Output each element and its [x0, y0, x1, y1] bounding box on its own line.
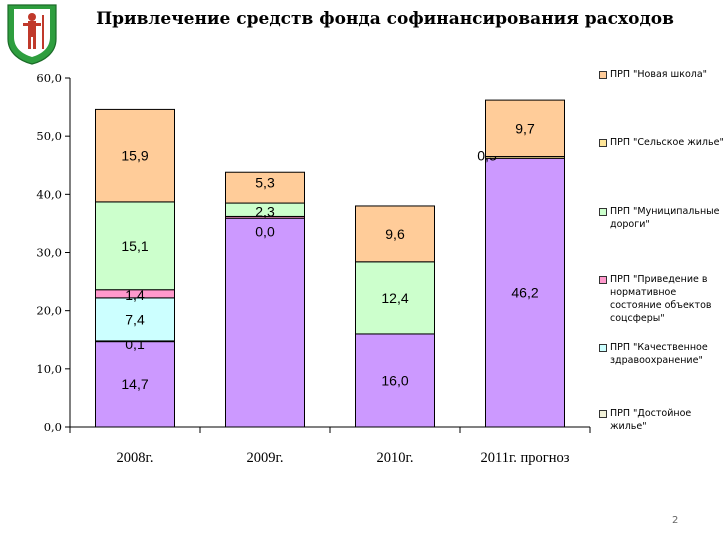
data-label: 9,7 — [515, 120, 535, 136]
y-tick-label: 50,0 — [36, 129, 62, 143]
bar-segment — [355, 205, 435, 263]
x-tick-label: 2011г. прогноз — [481, 450, 570, 466]
x-tick-label: 2010г. — [377, 450, 414, 466]
bar-segment — [95, 108, 175, 203]
legend-label: ПРП "Достойное жилье" — [610, 408, 692, 432]
data-label: 15,9 — [121, 148, 148, 164]
y-tick-label: 60,0 — [36, 71, 62, 85]
legend-label: ПРП "Качественное здравоохранение" — [610, 342, 708, 366]
data-label: 16,0 — [381, 372, 408, 388]
page-number: 2 — [672, 515, 679, 526]
legend-swatch — [599, 208, 607, 216]
bar-segment — [225, 171, 305, 204]
data-label: 7,4 — [125, 311, 145, 327]
x-tick-label: 2009г. — [247, 450, 284, 466]
data-label: 15,1 — [121, 238, 148, 254]
data-label: 1,4 — [125, 287, 145, 303]
legend-item-privedenie-socsfer: ПРП "Приведение в нормативное состояние … — [598, 273, 726, 325]
y-tick-label: 30,0 — [36, 246, 62, 260]
bar-segment — [95, 201, 175, 291]
legend-item-selskoe-zhilie: ПРП "Сельское жилье" — [598, 136, 726, 149]
data-label: 46,2 — [511, 285, 538, 301]
legend-label: ПРП "Приведение в нормативное состояние … — [610, 274, 712, 324]
legend-swatch — [599, 276, 607, 284]
legend-swatch — [599, 410, 607, 418]
legend-swatch — [599, 344, 607, 352]
slide-title: Привлечение средств фонда софинансирован… — [96, 9, 674, 29]
legend-item-municipalnye-dorogi: ПРП "Муниципальные дороги" — [598, 205, 726, 231]
legend-item-zdravookhranenie: ПРП "Качественное здравоохранение" — [598, 341, 726, 367]
legend-swatch — [599, 71, 607, 79]
legend-item-novaya-shkola: ПРП "Новая школа" — [598, 68, 726, 81]
coat-of-arms-icon — [7, 4, 57, 65]
data-label: 14,7 — [121, 376, 148, 392]
legend-label: ПРП "Муниципальные дороги" — [610, 206, 720, 230]
data-label: 2,3 — [255, 204, 275, 220]
bar-segment — [485, 99, 565, 158]
data-label: 0,0 — [255, 223, 275, 239]
bar-segment — [355, 261, 435, 335]
y-tick-label: 20,0 — [36, 304, 62, 318]
bar-segment — [225, 217, 305, 428]
y-tick-label: 40,0 — [36, 187, 62, 201]
legend-swatch — [599, 139, 607, 147]
data-label: 5,3 — [255, 175, 275, 191]
bar-segment — [95, 297, 175, 342]
legend-label: ПРП "Новая школа" — [610, 69, 708, 80]
x-tick-label: 2008г. — [117, 450, 154, 466]
data-label: 12,4 — [381, 290, 408, 306]
bar-segment — [485, 157, 565, 428]
legend-item-dostoinoe-zhilie: ПРП "Достойное жилье" — [598, 407, 726, 433]
data-label: 9,6 — [385, 226, 405, 242]
y-tick-label: 0,0 — [44, 420, 62, 434]
legend-label: ПРП "Сельское жилье" — [610, 137, 724, 148]
y-tick-label: 10,0 — [36, 362, 62, 376]
